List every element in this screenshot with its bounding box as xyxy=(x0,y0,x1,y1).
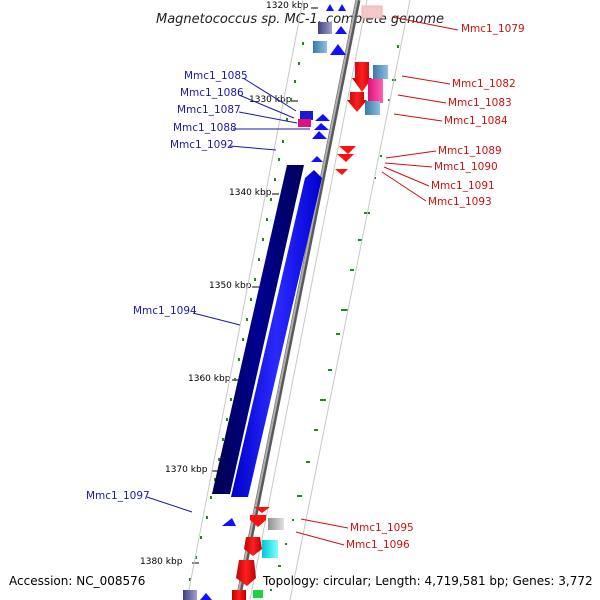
gene-arrow-1096b xyxy=(236,560,256,586)
gene-arrow-top-3 xyxy=(335,26,347,34)
gene-1094-reverse-bar xyxy=(212,165,304,494)
gene-arrow-1087 xyxy=(315,114,330,121)
gc-dashes-right xyxy=(270,45,399,591)
gene-label-mmc1-1091[interactable]: Mmc1_1091 xyxy=(431,180,495,192)
ruler: 1320 kbp 1330 kbp 1340 kbp 1350 kbp 1360… xyxy=(140,1,318,567)
left-label-leaders xyxy=(146,77,310,513)
gene-label-mmc1-1087[interactable]: Mmc1_1087 xyxy=(177,104,241,116)
gene-box-1085 xyxy=(300,111,313,120)
tick-label-1380: 1380 kbp xyxy=(140,557,183,567)
gene-slate-top xyxy=(318,22,332,34)
gene-label-mmc1-1097[interactable]: Mmc1_1097 xyxy=(86,490,150,502)
gene-slate-bottom xyxy=(183,590,197,600)
gene-label-mmc1-1083[interactable]: Mmc1_1083 xyxy=(448,97,512,109)
gene-label-mmc1-1086[interactable]: Mmc1_1086 xyxy=(180,87,244,99)
gene-arrow-1082 xyxy=(352,62,372,92)
gene-arrow-1090 xyxy=(337,154,354,162)
tick-label-1340: 1340 kbp xyxy=(229,188,272,198)
gene-label-mmc1-1095[interactable]: Mmc1_1095 xyxy=(350,522,414,534)
left-gene-labels: Mmc1_1085 Mmc1_1086 Mmc1_1087 Mmc1_1088 … xyxy=(86,70,248,502)
gene-arrow-top-2 xyxy=(338,4,346,11)
tick-label-1370: 1370 kbp xyxy=(165,465,208,475)
gene-label-mmc1-1092[interactable]: Mmc1_1092 xyxy=(170,139,234,151)
gene-1082-teal xyxy=(373,65,388,79)
gc-content-track xyxy=(189,42,399,591)
gene-1095-gray xyxy=(268,518,284,530)
tick-label-1350: 1350 kbp xyxy=(209,281,252,291)
gene-1094-forward-arrow xyxy=(231,170,322,497)
gene-arrow-top-1 xyxy=(326,4,334,11)
gene-arrow-1096a xyxy=(244,537,262,556)
gene-arrow-1093 xyxy=(335,169,348,175)
gene-arrow-1083 xyxy=(347,92,367,112)
gene-arrow-1088a xyxy=(314,123,329,130)
gene-arrow-1097 xyxy=(222,518,236,526)
gene-label-mmc1-1079[interactable]: Mmc1_1079 xyxy=(461,23,525,35)
gene-arrow-1095a xyxy=(254,507,270,513)
forward-strand-genes xyxy=(183,4,347,600)
gene-label-mmc1-1094[interactable]: Mmc1_1094 xyxy=(133,305,197,317)
gene-arrow-1088b xyxy=(312,131,327,139)
gene-1083-pink xyxy=(368,79,383,103)
gene-label-mmc1-1085[interactable]: Mmc1_1085 xyxy=(184,70,248,82)
gene-arrow-1089 xyxy=(339,146,356,154)
accession-text: Accession: NC_008576 xyxy=(9,574,146,588)
gene-label-mmc1-1088[interactable]: Mmc1_1088 xyxy=(173,122,237,134)
gene-arrow-top-4 xyxy=(330,44,346,55)
gene-teal-top xyxy=(313,41,327,53)
gene-arrow-1095b xyxy=(250,515,266,527)
gene-green-bottom xyxy=(253,590,263,598)
tick-label-1360: 1360 kbp xyxy=(188,374,231,384)
gene-label-mmc1-1090[interactable]: Mmc1_1090 xyxy=(434,161,498,173)
gene-1096-cyan xyxy=(262,540,278,558)
gene-label-mmc1-1096[interactable]: Mmc1_1096 xyxy=(346,539,410,551)
gene-label-mmc1-1084[interactable]: Mmc1_1084 xyxy=(444,115,508,127)
gene-arrow-bottom-red xyxy=(232,590,246,600)
gene-label-mmc1-1089[interactable]: Mmc1_1089 xyxy=(438,145,502,157)
genome-summary-text: Topology: circular; Length: 4,719,581 bp… xyxy=(263,574,593,588)
gene-1079 xyxy=(361,5,383,19)
genome-backbone xyxy=(235,0,361,600)
gene-arrow-bottom xyxy=(200,593,212,600)
gene-label-mmc1-1093[interactable]: Mmc1_1093 xyxy=(428,196,492,208)
tick-label-1320: 1320 kbp xyxy=(266,1,309,11)
reverse-strand-genes xyxy=(232,5,388,600)
right-gene-labels: Mmc1_1079 Mmc1_1082 Mmc1_1083 Mmc1_1084 … xyxy=(346,23,525,551)
gene-box-1086 xyxy=(298,119,311,127)
right-label-leaders xyxy=(295,16,459,546)
gene-label-mmc1-1082[interactable]: Mmc1_1082 xyxy=(452,78,516,90)
gene-1084-teal xyxy=(365,101,380,115)
gene-arrow-1092 xyxy=(311,156,323,162)
gc-dots-left xyxy=(189,42,304,581)
tick-label-1330: 1330 kbp xyxy=(249,95,292,105)
